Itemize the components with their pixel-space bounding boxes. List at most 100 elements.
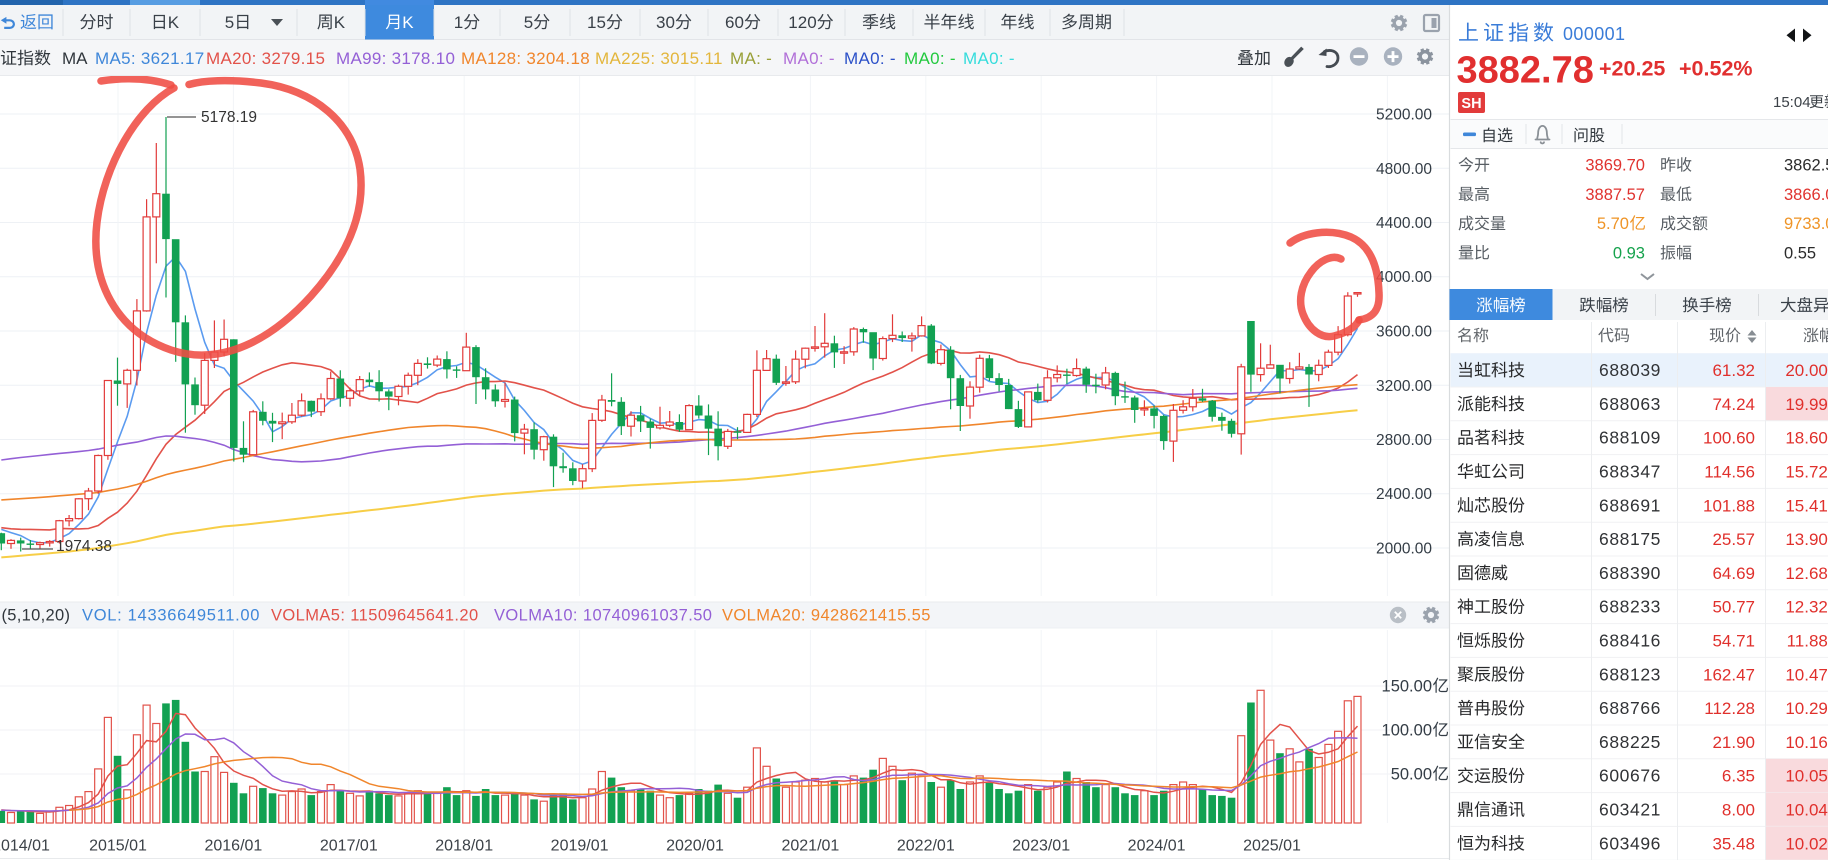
svg-text:162.47: 162.47 [1703, 665, 1755, 684]
svg-text:60: 60 [725, 13, 744, 32]
svg-text:10.02%: 10.02% [1785, 834, 1828, 853]
svg-text:(5,10,20): (5,10,20) [2, 607, 71, 625]
svg-text:5: 5 [524, 13, 533, 32]
svg-text:101.88: 101.88 [1703, 496, 1755, 515]
svg-text:5.70: 5.70 [1597, 215, 1629, 233]
svg-text:3882.78: 3882.78 [1457, 50, 1594, 92]
svg-text:2021/01: 2021/01 [781, 838, 839, 855]
svg-text:2022/01: 2022/01 [897, 838, 955, 855]
svg-text:2023/01: 2023/01 [1012, 838, 1070, 855]
svg-text:MA20: 3279.15: MA20: 3279.15 [206, 49, 325, 68]
svg-text:13.90%: 13.90% [1785, 530, 1828, 549]
svg-text:603421: 603421 [1599, 800, 1661, 820]
svg-text:100.60: 100.60 [1703, 429, 1755, 448]
svg-text:9733.07: 9733.07 [1784, 215, 1828, 233]
svg-text:2014/01: 2014/01 [0, 838, 50, 855]
svg-text:688233: 688233 [1599, 597, 1661, 617]
svg-text:603496: 603496 [1599, 833, 1661, 853]
svg-text:688123: 688123 [1599, 664, 1661, 684]
svg-text:64.69: 64.69 [1712, 564, 1755, 583]
svg-text:3866.06: 3866.06 [1784, 186, 1828, 204]
svg-text:2025/01: 2025/01 [1243, 838, 1301, 855]
svg-text:K: K [168, 13, 180, 32]
svg-text:MA0: -: MA0: - [963, 49, 1015, 68]
svg-text:+0.52%: +0.52% [1679, 57, 1753, 81]
svg-text:MA: -: MA: - [730, 49, 772, 68]
svg-text:688039: 688039 [1599, 360, 1661, 380]
svg-text:3862.53: 3862.53 [1784, 157, 1828, 175]
svg-text:2000.00: 2000.00 [1376, 541, 1432, 558]
svg-text:10.05%: 10.05% [1785, 767, 1828, 786]
svg-text:0.55: 0.55 [1784, 244, 1816, 262]
svg-text:MA0: -: MA0: - [783, 49, 835, 68]
svg-text:688175: 688175 [1599, 529, 1661, 549]
svg-text:2024/01: 2024/01 [1128, 838, 1186, 855]
svg-text:50.00: 50.00 [1391, 766, 1432, 784]
svg-text:MA: MA [62, 49, 88, 68]
svg-text:688416: 688416 [1599, 631, 1661, 651]
svg-text:688347: 688347 [1599, 462, 1661, 482]
svg-text:MA225: 3015.11: MA225: 3015.11 [595, 49, 723, 68]
svg-text:11.88%: 11.88% [1787, 632, 1828, 651]
svg-text:2400.00: 2400.00 [1376, 486, 1432, 503]
svg-text:18.60%: 18.60% [1785, 429, 1828, 448]
svg-text:2015/01: 2015/01 [89, 838, 147, 855]
svg-text:20.00%: 20.00% [1785, 361, 1828, 380]
svg-text:MA128: 3204.18: MA128: 3204.18 [461, 49, 590, 68]
svg-text:VOLMA10: 10740961037.50: VOLMA10: 10740961037.50 [494, 607, 712, 625]
svg-text:K: K [402, 13, 414, 32]
svg-text:VOL: 14336649511.00: VOL: 14336649511.00 [82, 607, 260, 625]
svg-text:+20.25: +20.25 [1599, 57, 1665, 81]
svg-text:54.71: 54.71 [1712, 632, 1755, 651]
svg-text:21.90: 21.90 [1712, 733, 1755, 752]
svg-text:35.48: 35.48 [1712, 834, 1755, 853]
svg-text:2018/01: 2018/01 [435, 838, 493, 855]
svg-text:600676: 600676 [1599, 766, 1661, 786]
svg-text:15: 15 [587, 13, 606, 32]
svg-text:0.93: 0.93 [1613, 244, 1645, 262]
svg-text:4400.00: 4400.00 [1376, 215, 1432, 232]
svg-text:3200.00: 3200.00 [1376, 378, 1432, 395]
svg-text:10.29%: 10.29% [1785, 699, 1828, 718]
svg-text:3600.00: 3600.00 [1376, 324, 1432, 341]
svg-text:2016/01: 2016/01 [204, 838, 262, 855]
svg-text:15.41%: 15.41% [1785, 496, 1828, 515]
svg-text:4800.00: 4800.00 [1376, 161, 1432, 178]
svg-text:MA0: -: MA0: - [904, 49, 956, 68]
svg-text:25.57: 25.57 [1712, 530, 1755, 549]
svg-text:MA99: 3178.10: MA99: 3178.10 [336, 49, 455, 68]
svg-text:2019/01: 2019/01 [551, 838, 609, 855]
svg-text:5178.19: 5178.19 [201, 109, 257, 126]
svg-text:150.00: 150.00 [1382, 678, 1432, 696]
svg-text:MA5: 3621.17: MA5: 3621.17 [95, 49, 204, 68]
svg-text:15.72%: 15.72% [1785, 463, 1828, 482]
svg-text:100.00: 100.00 [1382, 722, 1432, 740]
svg-text:2020/01: 2020/01 [666, 838, 724, 855]
svg-text:MA0: -: MA0: - [844, 49, 896, 68]
svg-text:4000.00: 4000.00 [1376, 269, 1432, 286]
svg-text:30: 30 [656, 13, 675, 32]
svg-text:10.47%: 10.47% [1785, 665, 1828, 684]
svg-text:12.68%: 12.68% [1785, 564, 1828, 583]
svg-text:688225: 688225 [1599, 732, 1661, 752]
svg-text:61.32: 61.32 [1712, 361, 1755, 380]
svg-text:10.16%: 10.16% [1785, 733, 1828, 752]
svg-text:688109: 688109 [1599, 428, 1661, 448]
svg-text:688390: 688390 [1599, 563, 1661, 583]
svg-text:1974.38: 1974.38 [56, 538, 112, 555]
svg-text:6.35: 6.35 [1722, 767, 1755, 786]
svg-text:VOLMA20: 9428621415.55: VOLMA20: 9428621415.55 [722, 607, 931, 625]
svg-text:8.00: 8.00 [1722, 801, 1755, 820]
svg-text:K: K [334, 13, 346, 32]
svg-text:5: 5 [225, 13, 234, 32]
svg-text:19.99%: 19.99% [1785, 395, 1828, 414]
svg-text:2800.00: 2800.00 [1376, 432, 1432, 449]
svg-text:688766: 688766 [1599, 698, 1661, 718]
svg-text:3887.57: 3887.57 [1585, 186, 1645, 204]
svg-text:120: 120 [788, 13, 816, 32]
svg-text:10.04%: 10.04% [1785, 801, 1828, 820]
svg-text:12.32%: 12.32% [1785, 598, 1828, 617]
svg-text:688063: 688063 [1599, 394, 1661, 414]
svg-text:112.28: 112.28 [1704, 699, 1755, 718]
svg-text:688691: 688691 [1599, 495, 1661, 515]
